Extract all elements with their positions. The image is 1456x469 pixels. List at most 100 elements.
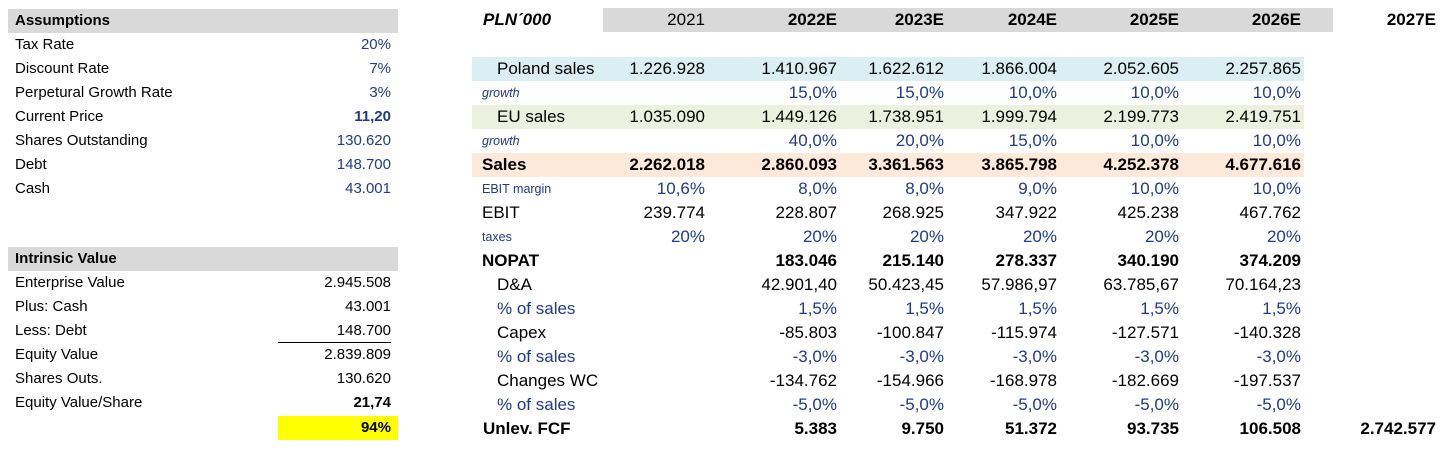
assumption-value[interactable]: 20% (360, 36, 391, 53)
table-cell[interactable] (1306, 129, 1436, 153)
table-cell[interactable]: 1.449.126 (761, 107, 837, 126)
table-cell[interactable]: -127.571 (1111, 323, 1179, 342)
table-cell[interactable]: -154.966 (876, 371, 944, 390)
table-cell[interactable]: 70.164,23 (1225, 275, 1301, 294)
table-cell[interactable]: 1.866.004 (981, 59, 1057, 78)
table-cell[interactable]: -85.803 (779, 323, 837, 342)
table-cell[interactable]: 15,0% (895, 83, 944, 102)
table-cell[interactable]: -3,0% (1134, 347, 1179, 366)
table-cell[interactable] (1306, 225, 1436, 249)
table-cell[interactable]: -115.974 (991, 323, 1057, 342)
table-cell[interactable]: 1,5% (1140, 299, 1179, 318)
table-cell[interactable] (575, 273, 705, 297)
table-cell[interactable] (1306, 393, 1436, 417)
table-cell[interactable]: 347.922 (995, 203, 1057, 222)
table-cell[interactable] (1306, 273, 1436, 297)
table-cell[interactable]: 20,0% (895, 131, 944, 150)
table-cell[interactable] (1306, 81, 1436, 105)
iv-value[interactable]: 130.620 (336, 370, 391, 387)
table-cell[interactable]: 8,0% (798, 179, 837, 198)
table-cell[interactable]: -5,0% (1012, 395, 1057, 414)
table-cell[interactable]: 425.238 (1117, 203, 1179, 222)
table-cell[interactable]: 51.372 (1005, 419, 1057, 438)
table-cell[interactable]: 42.901,40 (761, 275, 837, 294)
table-cell[interactable]: -182.669 (1111, 371, 1179, 390)
table-cell[interactable] (1306, 57, 1436, 81)
table-cell[interactable] (575, 393, 705, 417)
table-cell[interactable]: 10,0% (1130, 83, 1179, 102)
table-cell[interactable]: -3,0% (1012, 347, 1057, 366)
table-cell[interactable]: 57.986,97 (981, 275, 1057, 294)
table-cell[interactable]: 1.410.967 (761, 59, 837, 78)
table-cell[interactable]: -100.847 (876, 323, 944, 342)
table-cell[interactable]: 15,0% (788, 83, 837, 102)
table-cell[interactable]: 278.337 (995, 251, 1057, 270)
assumption-value[interactable]: 130.620 (336, 132, 391, 149)
table-cell[interactable] (575, 297, 705, 321)
table-cell[interactable] (1306, 321, 1436, 345)
table-cell[interactable]: 1,5% (798, 299, 837, 318)
table-cell[interactable]: -3,0% (792, 347, 837, 366)
table-cell[interactable] (575, 345, 705, 369)
table-cell[interactable]: 10,0% (1252, 83, 1301, 102)
table-cell[interactable] (575, 321, 705, 345)
table-cell[interactable]: 1.738.951 (868, 107, 944, 126)
table-cell[interactable]: 20% (1144, 227, 1179, 246)
table-cell[interactable]: 5.383 (794, 419, 837, 438)
iv-value[interactable]: 43.001 (345, 298, 391, 315)
table-cell[interactable]: 10,0% (1252, 131, 1301, 150)
table-cell[interactable]: 2.860.093 (761, 155, 837, 174)
table-cell[interactable]: 268.925 (882, 203, 944, 222)
table-cell[interactable] (1306, 249, 1436, 273)
table-cell[interactable]: -140.328 (1233, 323, 1301, 342)
table-cell[interactable]: 20% (670, 227, 705, 246)
table-cell[interactable]: 2.262.018 (629, 155, 705, 174)
table-cell[interactable]: 4.252.378 (1103, 155, 1179, 174)
table-cell[interactable]: 50.423,45 (868, 275, 944, 294)
table-cell[interactable]: -168.978 (989, 371, 1057, 390)
table-cell[interactable]: 1.622.612 (868, 59, 944, 78)
table-cell[interactable]: -5,0% (1256, 395, 1301, 414)
table-cell[interactable] (575, 129, 705, 153)
table-cell[interactable]: 183.046 (775, 251, 837, 270)
table-cell[interactable]: 8,0% (905, 179, 944, 198)
table-cell[interactable]: -5,0% (792, 395, 837, 414)
table-cell[interactable]: 215.140 (882, 251, 944, 270)
table-cell[interactable]: 10,6% (656, 179, 705, 198)
table-cell[interactable]: 1,5% (905, 299, 944, 318)
iv-value[interactable]: 2.839.809 (324, 346, 391, 363)
assumption-value[interactable]: 3% (369, 84, 391, 101)
table-cell[interactable]: 9.750 (901, 419, 944, 438)
table-cell[interactable]: 2.742.577 (1360, 419, 1436, 438)
table-cell[interactable] (575, 249, 705, 273)
table-cell[interactable]: 1.226.928 (629, 59, 705, 78)
table-cell[interactable] (1306, 105, 1436, 129)
table-cell[interactable]: 1,5% (1018, 299, 1057, 318)
table-cell[interactable]: 340.190 (1117, 251, 1179, 270)
table-cell[interactable]: 2.257.865 (1225, 59, 1301, 78)
table-cell[interactable]: 3.865.798 (981, 155, 1057, 174)
table-cell[interactable]: 467.762 (1239, 203, 1301, 222)
table-cell[interactable]: -197.537 (1233, 371, 1301, 390)
assumption-value[interactable]: 7% (369, 60, 391, 77)
table-cell[interactable]: 374.209 (1239, 251, 1301, 270)
table-cell[interactable]: -5,0% (1134, 395, 1179, 414)
table-cell[interactable] (1306, 177, 1436, 201)
table-cell[interactable]: 1.999.794 (981, 107, 1057, 126)
iv-value[interactable]: 21,74 (353, 394, 391, 411)
table-cell[interactable] (1306, 153, 1436, 177)
table-cell[interactable] (1306, 369, 1436, 393)
table-cell[interactable]: 239.774 (643, 203, 705, 222)
table-cell[interactable]: 10,0% (1130, 131, 1179, 150)
table-cell[interactable]: 228.807 (775, 203, 837, 222)
iv-value[interactable]: 148.700 (336, 322, 391, 339)
table-cell[interactable]: 10,0% (1008, 83, 1057, 102)
table-cell[interactable]: 1.035.090 (629, 107, 705, 126)
iv-value[interactable]: 2.945.508 (324, 274, 391, 291)
table-cell[interactable]: -134.762 (769, 371, 837, 390)
table-cell[interactable]: 1,5% (1262, 299, 1301, 318)
table-cell[interactable] (575, 369, 705, 393)
table-cell[interactable]: 10,0% (1130, 179, 1179, 198)
table-cell[interactable] (1306, 345, 1436, 369)
table-cell[interactable]: 2.199.773 (1103, 107, 1179, 126)
